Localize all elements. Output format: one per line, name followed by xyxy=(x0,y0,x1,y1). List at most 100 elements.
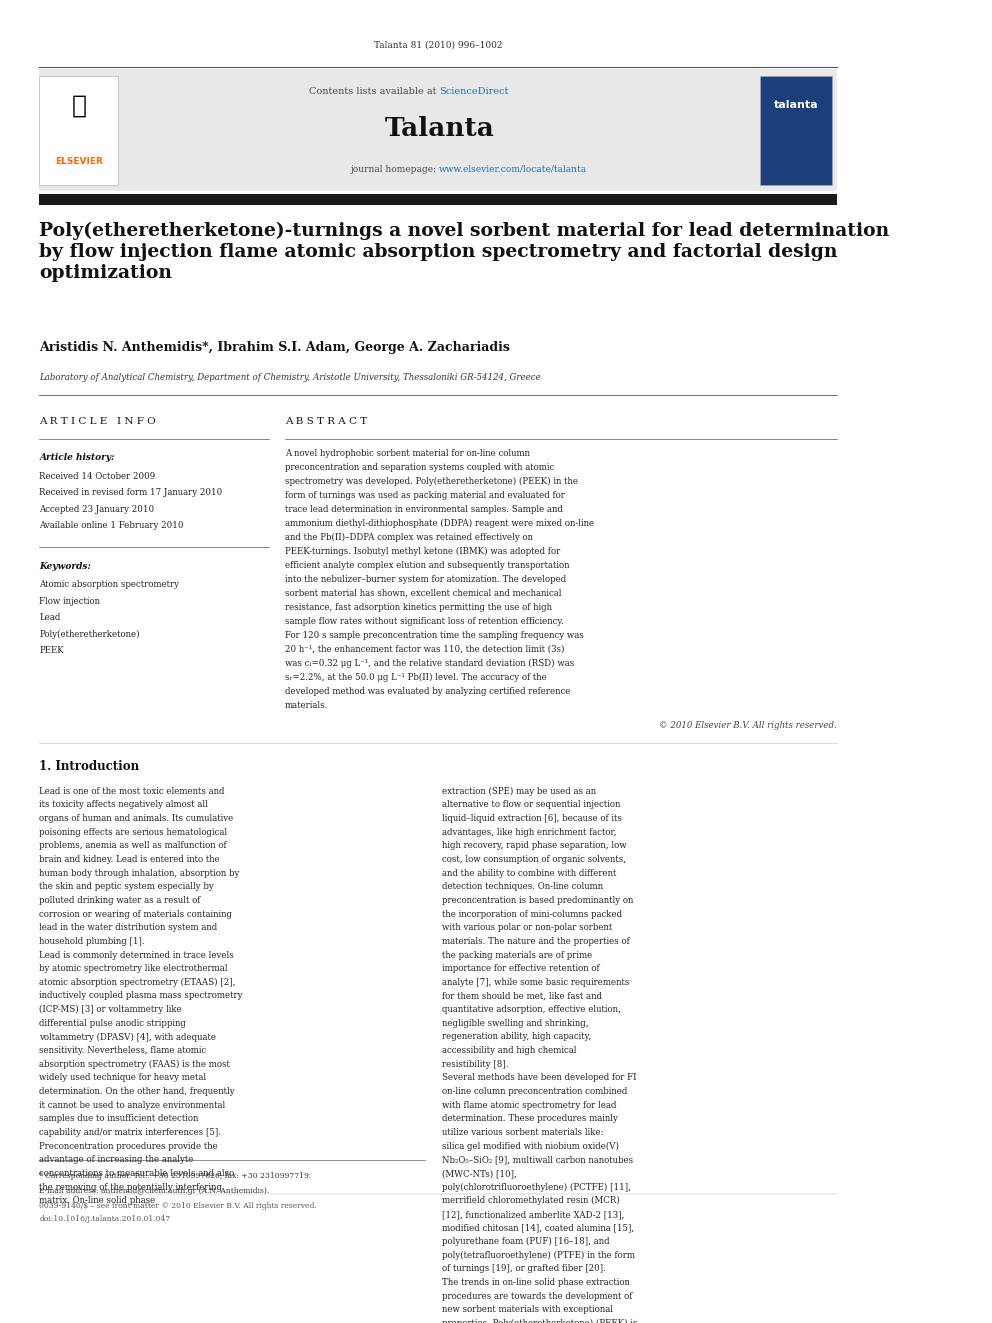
Text: negligible swelling and shrinking,: negligible swelling and shrinking, xyxy=(442,1019,589,1028)
Text: 20 h⁻¹, the enhancement factor was 110, the detection limit (3s): 20 h⁻¹, the enhancement factor was 110, … xyxy=(285,644,564,654)
Text: [12], functionalized amberlite XAD-2 [13],: [12], functionalized amberlite XAD-2 [13… xyxy=(442,1209,625,1218)
Text: with flame atomic spectrometry for lead: with flame atomic spectrometry for lead xyxy=(442,1101,617,1110)
Text: alternative to flow or sequential injection: alternative to flow or sequential inject… xyxy=(442,800,621,810)
Text: liquid–liquid extraction [6], because of its: liquid–liquid extraction [6], because of… xyxy=(442,814,622,823)
Text: organs of human and animals. Its cumulative: organs of human and animals. Its cumulat… xyxy=(40,814,234,823)
Text: the incorporation of mini-columns packed: the incorporation of mini-columns packed xyxy=(442,909,623,918)
Text: developed method was evaluated by analyzing certified reference: developed method was evaluated by analyz… xyxy=(285,687,570,696)
Text: advantages, like high enrichment factor,: advantages, like high enrichment factor, xyxy=(442,828,617,836)
Text: modified chitosan [14], coated alumina [15],: modified chitosan [14], coated alumina [… xyxy=(442,1224,635,1233)
Text: silica gel modified with niobium oxide(V): silica gel modified with niobium oxide(V… xyxy=(442,1142,619,1151)
Text: www.elsevier.com/locate/talanta: www.elsevier.com/locate/talanta xyxy=(439,164,587,173)
Text: importance for effective retention of: importance for effective retention of xyxy=(442,964,600,974)
Text: properties. Poly(etheretherketone) (PEEK) is: properties. Poly(etheretherketone) (PEEK… xyxy=(442,1319,638,1323)
Text: ELSEVIER: ELSEVIER xyxy=(55,157,103,167)
Text: poisoning effects are serious hematological: poisoning effects are serious hematologi… xyxy=(40,828,227,836)
Text: the skin and peptic system especially by: the skin and peptic system especially by xyxy=(40,882,214,892)
Text: determination. On the other hand, frequently: determination. On the other hand, freque… xyxy=(40,1088,235,1095)
Text: doi:10.1016/j.talanta.2010.01.047: doi:10.1016/j.talanta.2010.01.047 xyxy=(40,1215,171,1222)
Text: problems, anemia as well as malfunction of: problems, anemia as well as malfunction … xyxy=(40,841,227,851)
Text: high recovery, rapid phase separation, low: high recovery, rapid phase separation, l… xyxy=(442,841,627,851)
Text: 0039-9140/$ – see front matter © 2010 Elsevier B.V. All rights reserved.: 0039-9140/$ – see front matter © 2010 El… xyxy=(40,1201,317,1209)
Text: A novel hydrophobic sorbent material for on-line column: A novel hydrophobic sorbent material for… xyxy=(285,448,530,458)
FancyBboxPatch shape xyxy=(40,75,118,185)
Text: Poly(etheretherketone): Poly(etheretherketone) xyxy=(40,630,140,639)
Text: The trends in on-line solid phase extraction: The trends in on-line solid phase extrac… xyxy=(442,1278,630,1287)
Text: © 2010 Elsevier B.V. All rights reserved.: © 2010 Elsevier B.V. All rights reserved… xyxy=(659,721,836,730)
Text: merrifield chloromethylated resin (MCR): merrifield chloromethylated resin (MCR) xyxy=(442,1196,620,1205)
Text: concentrations to measurable levels and also: concentrations to measurable levels and … xyxy=(40,1170,235,1177)
Text: sorbent material has shown, excellent chemical and mechanical: sorbent material has shown, excellent ch… xyxy=(285,589,561,598)
Text: widely used technique for heavy metal: widely used technique for heavy metal xyxy=(40,1073,206,1082)
Text: for them should be met, like fast and: for them should be met, like fast and xyxy=(442,991,602,1000)
Text: cost, low consumption of organic solvents,: cost, low consumption of organic solvent… xyxy=(442,855,627,864)
Text: materials.: materials. xyxy=(285,701,328,709)
Text: preconcentration and separation systems coupled with atomic: preconcentration and separation systems … xyxy=(285,463,554,471)
Text: with various polar or non-polar sorbent: with various polar or non-polar sorbent xyxy=(442,923,613,933)
Text: A B S T R A C T: A B S T R A C T xyxy=(285,417,367,426)
Text: determination. These procedures mainly: determination. These procedures mainly xyxy=(442,1114,618,1123)
Text: preconcentration is based predominantly on: preconcentration is based predominantly … xyxy=(442,896,634,905)
Text: Lead: Lead xyxy=(40,613,61,622)
Text: extraction (SPE) may be used as an: extraction (SPE) may be used as an xyxy=(442,787,596,796)
Text: Laboratory of Analytical Chemistry, Department of Chemistry, Aristotle Universit: Laboratory of Analytical Chemistry, Depa… xyxy=(40,373,542,382)
Text: ammonium diethyl-dithiophosphate (DDPA) reagent were mixed on-line: ammonium diethyl-dithiophosphate (DDPA) … xyxy=(285,519,594,528)
Text: materials. The nature and the properties of: materials. The nature and the properties… xyxy=(442,937,630,946)
Text: sᵣ=2.2%, at the 50.0 μg L⁻¹ Pb(II) level. The accuracy of the: sᵣ=2.2%, at the 50.0 μg L⁻¹ Pb(II) level… xyxy=(285,673,547,681)
Text: Talanta: Talanta xyxy=(384,116,494,140)
Text: inductively coupled plasma mass spectrometry: inductively coupled plasma mass spectrom… xyxy=(40,991,243,1000)
Text: procedures are towards the development of: procedures are towards the development o… xyxy=(442,1291,633,1301)
Text: capability and/or matrix interferences [5].: capability and/or matrix interferences [… xyxy=(40,1129,221,1136)
Text: * Corresponding author. Tel.: +30 2310997826; fax: +30 2310997719.: * Corresponding author. Tel.: +30 231099… xyxy=(40,1172,311,1180)
Text: corrosion or wearing of materials containing: corrosion or wearing of materials contai… xyxy=(40,909,232,918)
Text: resistance, fast adsorption kinetics permitting the use of high: resistance, fast adsorption kinetics per… xyxy=(285,603,552,611)
Text: Several methods have been developed for FI: Several methods have been developed for … xyxy=(442,1073,637,1082)
Text: A R T I C L E   I N F O: A R T I C L E I N F O xyxy=(40,417,156,426)
Text: samples due to insufficient detection: samples due to insufficient detection xyxy=(40,1114,198,1123)
Text: brain and kidney. Lead is entered into the: brain and kidney. Lead is entered into t… xyxy=(40,855,220,864)
Text: Lead is one of the most toxic elements and: Lead is one of the most toxic elements a… xyxy=(40,787,225,795)
Text: Contents lists available at: Contents lists available at xyxy=(309,86,439,95)
Text: quantitative adsorption, effective elution,: quantitative adsorption, effective eluti… xyxy=(442,1005,621,1015)
Text: PEEK-turnings. Isobutyl methyl ketone (IBMK) was adopted for: PEEK-turnings. Isobutyl methyl ketone (I… xyxy=(285,546,559,556)
Text: the packing materials are of prime: the packing materials are of prime xyxy=(442,950,592,959)
Text: 🌲: 🌲 xyxy=(71,94,86,118)
Text: sample flow rates without significant loss of retention efficiency.: sample flow rates without significant lo… xyxy=(285,617,563,626)
Text: matrix. On-line solid phase: matrix. On-line solid phase xyxy=(40,1196,156,1205)
Text: by atomic spectrometry like electrothermal: by atomic spectrometry like electrotherm… xyxy=(40,964,228,974)
Text: (ICP-MS) [3] or voltammetry like: (ICP-MS) [3] or voltammetry like xyxy=(40,1005,183,1015)
Text: Preconcentration procedures provide the: Preconcentration procedures provide the xyxy=(40,1142,218,1151)
Text: differential pulse anodic stripping: differential pulse anodic stripping xyxy=(40,1019,186,1028)
Text: into the nebulizer–burner system for atomization. The developed: into the nebulizer–burner system for ato… xyxy=(285,574,565,583)
Text: and the ability to combine with different: and the ability to combine with differen… xyxy=(442,869,617,877)
Text: ScienceDirect: ScienceDirect xyxy=(439,86,509,95)
Text: For 120 s sample preconcentration time the sampling frequency was: For 120 s sample preconcentration time t… xyxy=(285,631,583,640)
Text: 1. Introduction: 1. Introduction xyxy=(40,759,140,773)
Text: trace lead determination in environmental samples. Sample and: trace lead determination in environmenta… xyxy=(285,504,562,513)
Text: polluted drinking water as a result of: polluted drinking water as a result of xyxy=(40,896,200,905)
Text: talanta: talanta xyxy=(774,101,818,110)
Text: the removing of the potentially interfering: the removing of the potentially interfer… xyxy=(40,1183,222,1192)
Text: was cₗ=0.32 μg L⁻¹, and the relative standard deviation (RSD) was: was cₗ=0.32 μg L⁻¹, and the relative sta… xyxy=(285,659,574,668)
Text: Flow injection: Flow injection xyxy=(40,597,100,606)
Text: Received 14 October 2009: Received 14 October 2009 xyxy=(40,472,156,480)
Text: PEEK: PEEK xyxy=(40,646,64,655)
FancyBboxPatch shape xyxy=(40,193,836,205)
Text: accessibility and high chemical: accessibility and high chemical xyxy=(442,1046,577,1054)
Text: (MWC-NTs) [10],: (MWC-NTs) [10], xyxy=(442,1170,517,1177)
Text: spectrometry was developed. Poly(etheretherketone) (PEEK) in the: spectrometry was developed. Poly(etheret… xyxy=(285,476,577,486)
Text: poly(tetrafluoroethylene) (PTFE) in the form: poly(tetrafluoroethylene) (PTFE) in the … xyxy=(442,1250,635,1259)
Text: efficient analyte complex elution and subsequently transportation: efficient analyte complex elution and su… xyxy=(285,561,569,570)
Text: Received in revised form 17 January 2010: Received in revised form 17 January 2010 xyxy=(40,488,222,497)
FancyBboxPatch shape xyxy=(40,70,836,192)
Text: resistibility [8].: resistibility [8]. xyxy=(442,1060,509,1069)
Text: its toxicity affects negatively almost all: its toxicity affects negatively almost a… xyxy=(40,800,208,810)
Text: new sorbent materials with exceptional: new sorbent materials with exceptional xyxy=(442,1306,613,1315)
Text: it cannot be used to analyze environmental: it cannot be used to analyze environment… xyxy=(40,1101,225,1110)
Text: voltammetry (DPASV) [4], with adequate: voltammetry (DPASV) [4], with adequate xyxy=(40,1032,216,1041)
Text: sensitivity. Nevertheless, flame atomic: sensitivity. Nevertheless, flame atomic xyxy=(40,1046,206,1054)
Text: and the Pb(II)–DDPA complex was retained effectively on: and the Pb(II)–DDPA complex was retained… xyxy=(285,533,533,541)
Text: on-line column preconcentration combined: on-line column preconcentration combined xyxy=(442,1088,628,1095)
FancyBboxPatch shape xyxy=(760,75,832,185)
Text: Keywords:: Keywords: xyxy=(40,562,91,570)
